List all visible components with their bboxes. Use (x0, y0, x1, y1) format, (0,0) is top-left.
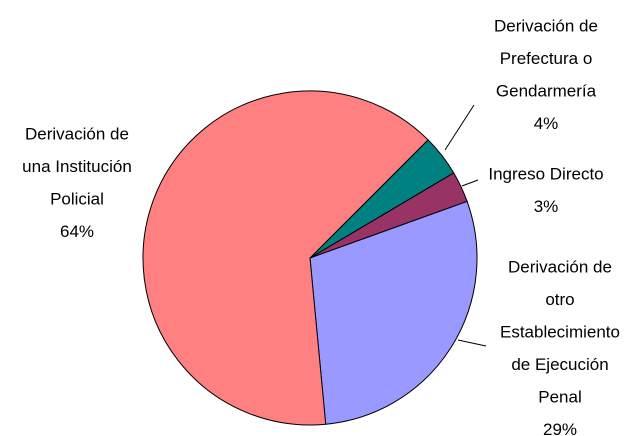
leader-line (444, 104, 475, 151)
slice-label: Gendarmería (496, 81, 597, 100)
slice-value-label: 3% (534, 197, 559, 216)
slice-label: Policial (50, 189, 104, 208)
pie-slice (309, 200, 478, 425)
slice-label: una Institución (22, 157, 132, 176)
leader-line (461, 179, 479, 187)
slice-value-label: 29% (543, 420, 577, 436)
slice-label: Penal (538, 387, 581, 406)
slice-label: Prefectura o (500, 49, 593, 68)
slice-label: de Ejecución (511, 355, 608, 374)
slice-label: Ingreso Directo (488, 164, 603, 183)
slice-label: Derivación de (494, 16, 598, 35)
pie-slice (142, 90, 429, 426)
slice-label: Establecimiento (500, 322, 620, 341)
slice-value-label: 4% (534, 114, 559, 133)
slice-label: Derivación de (25, 124, 129, 143)
slice-label: Derivación de (508, 257, 612, 276)
leader-line (457, 339, 487, 347)
slice-label: otro (545, 290, 574, 309)
slice-value-label: 64% (60, 222, 94, 241)
